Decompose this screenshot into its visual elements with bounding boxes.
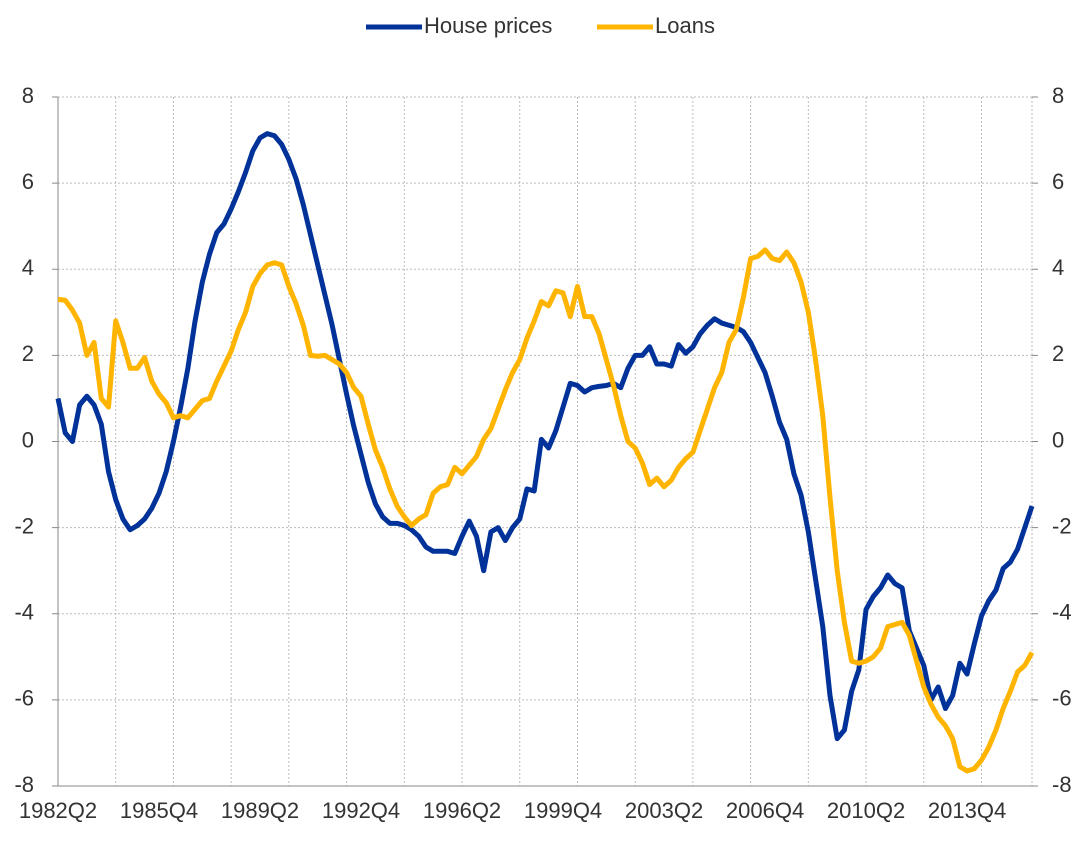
y-tick-label: -4 (14, 600, 34, 625)
y-tick-label: 2 (22, 341, 34, 366)
y-tick-label: -8 (14, 772, 34, 797)
y-tick-label: -6 (14, 686, 34, 711)
x-tick-label: 1989Q2 (221, 798, 299, 823)
y2-tick-label: 6 (1052, 169, 1064, 194)
legend-label: Loans (655, 13, 715, 38)
x-tick-label: 1999Q4 (524, 798, 602, 823)
y-tick-label: -2 (14, 513, 34, 538)
x-tick-label: 2010Q2 (827, 798, 905, 823)
x-tick-label: 2006Q4 (726, 798, 804, 823)
x-tick-label: 1982Q2 (19, 798, 97, 823)
y2-tick-label: 0 (1052, 427, 1064, 452)
y2-tick-label: -6 (1052, 686, 1072, 711)
y2-tick-label: 2 (1052, 341, 1064, 366)
data-line (55, 131, 1035, 742)
x-tick-label: 1992Q4 (322, 798, 400, 823)
y2-tick-label: -8 (1052, 772, 1072, 797)
x-tick-label: 2013Q4 (928, 798, 1006, 823)
data-line (57, 247, 1035, 774)
y-tick-label: 0 (22, 427, 34, 452)
x-tick-label: 1996Q2 (423, 798, 501, 823)
legend-label: House prices (424, 13, 552, 38)
y-tick-label: 6 (22, 169, 34, 194)
y-tick-label: 4 (22, 255, 34, 280)
y2-tick-label: -2 (1052, 513, 1072, 538)
y2-tick-label: 8 (1052, 83, 1064, 108)
y-tick-label: 8 (22, 83, 34, 108)
y2-tick-label: 4 (1052, 255, 1064, 280)
x-tick-label: 2003Q2 (625, 798, 703, 823)
y2-tick-label: -4 (1052, 600, 1072, 625)
x-tick-label: 1985Q4 (120, 798, 198, 823)
